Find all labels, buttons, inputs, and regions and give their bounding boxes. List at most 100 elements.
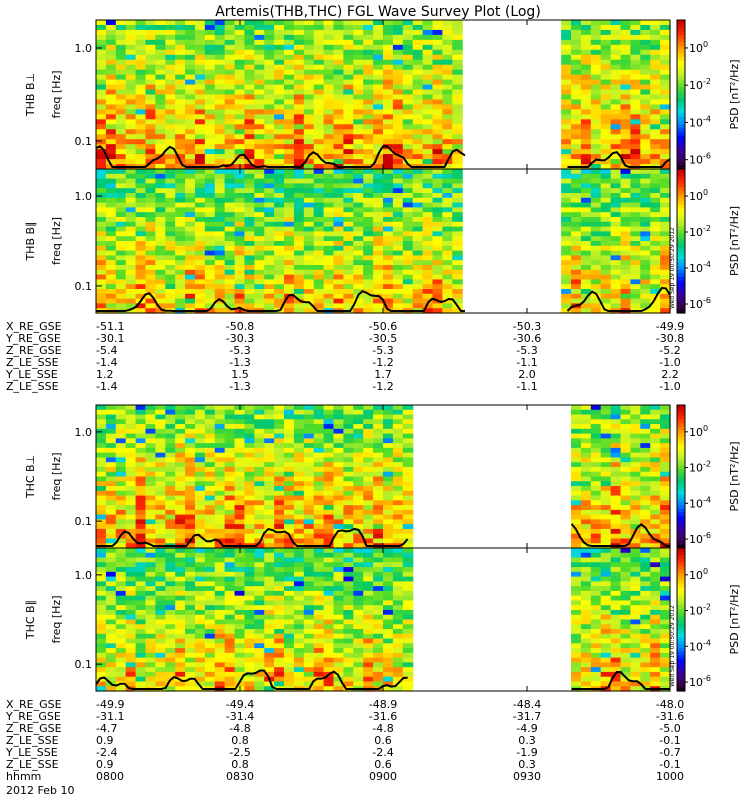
psd-cell	[373, 164, 384, 170]
psd-cell	[234, 576, 246, 582]
psd-cell	[264, 149, 275, 155]
psd-cell	[412, 54, 424, 61]
psd-cell	[264, 648, 275, 654]
psd-cell	[323, 269, 335, 276]
psd-cell	[284, 104, 295, 110]
psd-cell	[244, 49, 255, 56]
psd-cell	[610, 509, 622, 516]
psd-cell	[590, 217, 602, 223]
psd-cell	[571, 433, 582, 439]
colorbar-segment	[677, 287, 685, 292]
psd-cell	[204, 231, 216, 237]
psd-cell	[204, 667, 216, 673]
psd-cell	[313, 89, 325, 96]
psd-cell	[392, 99, 404, 106]
psd-cell	[402, 129, 414, 135]
psd-cell	[580, 94, 592, 101]
psd-cell	[155, 89, 166, 96]
psd-cell	[96, 289, 107, 295]
psd-cell	[224, 609, 236, 616]
psd-cell	[392, 260, 404, 266]
psd-cell	[402, 409, 414, 416]
psd-cell	[284, 197, 295, 204]
psd-cell	[373, 226, 384, 232]
colorbar-segment	[677, 526, 685, 531]
psd-cell	[274, 99, 285, 106]
psd-cell	[422, 139, 434, 145]
psd-cell	[590, 149, 602, 155]
psd-cell	[293, 260, 305, 266]
psd-cell	[165, 29, 176, 36]
psd-cell	[660, 255, 671, 261]
psd-cell	[343, 241, 354, 247]
psd-cell	[194, 79, 206, 86]
psd-cell	[571, 457, 582, 463]
psd-cell	[650, 269, 661, 276]
psd-cell	[185, 633, 196, 640]
psd-cell	[274, 298, 285, 304]
psd-cell	[561, 164, 572, 170]
psd-cell	[155, 519, 166, 525]
psd-cell	[115, 405, 127, 411]
psd-cell	[363, 114, 374, 120]
psd-cell	[214, 562, 226, 568]
psd-cell	[125, 217, 137, 223]
psd-cell	[224, 509, 236, 516]
psd-cell	[442, 178, 453, 184]
psd-cell	[284, 221, 295, 228]
psd-cell	[333, 109, 345, 115]
psd-cell	[224, 119, 236, 125]
psd-cell	[185, 567, 196, 573]
psd-cell	[264, 505, 275, 511]
psd-cell	[244, 212, 255, 218]
psd-cell	[363, 528, 374, 535]
psd-cell	[96, 221, 107, 228]
psd-cell	[284, 652, 295, 659]
psd-cell	[660, 524, 671, 530]
psd-cell	[194, 624, 206, 630]
psd-cell	[571, 409, 582, 416]
psd-cell	[303, 447, 315, 454]
psd-cell	[224, 514, 236, 520]
psd-cell	[383, 438, 394, 444]
psd-cell	[412, 279, 424, 285]
psd-cell	[392, 231, 404, 237]
psd-cell	[452, 144, 463, 150]
psd-cell	[630, 134, 641, 140]
colorbar-segment	[677, 269, 685, 274]
psd-cell	[590, 486, 602, 492]
psd-cell	[115, 99, 127, 106]
psd-cell	[600, 164, 612, 170]
psd-cell	[175, 34, 186, 41]
psd-cell	[333, 443, 345, 449]
psd-cell	[313, 104, 325, 110]
psd-cell	[571, 414, 582, 420]
psd-cell	[155, 667, 166, 673]
psd-cell	[254, 29, 265, 36]
colorbar-segment	[677, 280, 685, 285]
colorbar-segment	[677, 408, 685, 413]
psd-cell	[284, 667, 295, 673]
psd-cell	[303, 576, 315, 582]
psd-cell	[234, 409, 246, 416]
psd-cell	[640, 159, 651, 165]
colorbar-segment	[677, 462, 685, 467]
psd-cell	[452, 169, 463, 175]
psd-cell	[274, 293, 285, 300]
psd-cell	[313, 279, 325, 285]
psd-cell	[155, 595, 166, 602]
psd-cell	[244, 124, 255, 130]
psd-cell	[115, 600, 127, 606]
psd-cell	[373, 20, 384, 26]
psd-cell	[571, 39, 582, 46]
psd-cell	[323, 260, 335, 266]
psd-cell	[175, 169, 186, 175]
psd-cell	[640, 193, 651, 199]
psd-cell	[135, 519, 147, 525]
colorbar-segment	[677, 150, 685, 155]
psd-cell	[580, 149, 592, 155]
psd-cell	[432, 124, 443, 130]
psd-cell	[442, 303, 453, 309]
psd-cell	[165, 159, 176, 165]
psd-cell	[135, 681, 147, 687]
